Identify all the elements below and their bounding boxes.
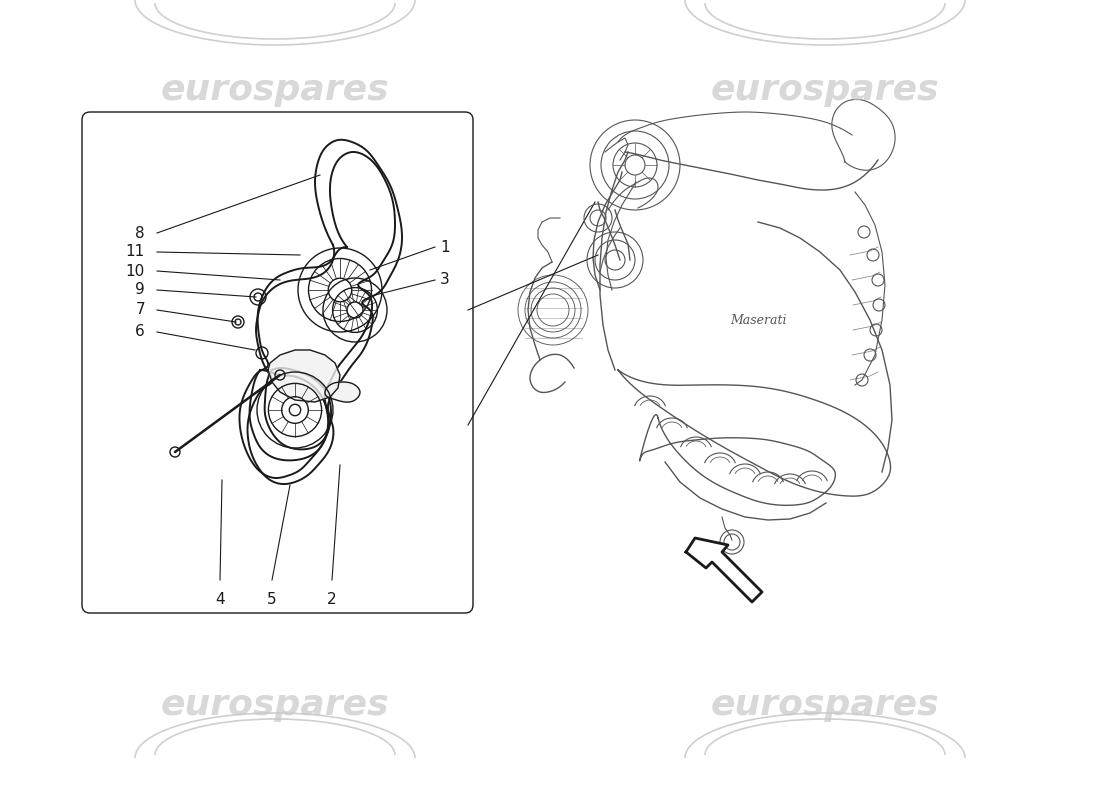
Polygon shape <box>268 350 340 402</box>
Text: 9: 9 <box>135 282 145 298</box>
Text: eurospares: eurospares <box>161 73 389 107</box>
Text: 8: 8 <box>135 226 145 241</box>
Text: 6: 6 <box>135 325 145 339</box>
Text: eurospares: eurospares <box>711 688 939 722</box>
Text: Maserati: Maserati <box>729 314 786 326</box>
Text: 11: 11 <box>125 245 145 259</box>
Text: 2: 2 <box>327 592 337 607</box>
Polygon shape <box>324 382 360 402</box>
Text: eurospares: eurospares <box>161 688 389 722</box>
Text: 4: 4 <box>216 592 224 607</box>
Text: eurospares: eurospares <box>711 73 939 107</box>
Text: 5: 5 <box>267 592 277 607</box>
Polygon shape <box>686 538 762 602</box>
Text: 1: 1 <box>440 239 450 254</box>
Text: 7: 7 <box>135 302 145 318</box>
FancyBboxPatch shape <box>82 112 473 613</box>
Text: 10: 10 <box>125 263 145 278</box>
Text: 3: 3 <box>440 273 450 287</box>
